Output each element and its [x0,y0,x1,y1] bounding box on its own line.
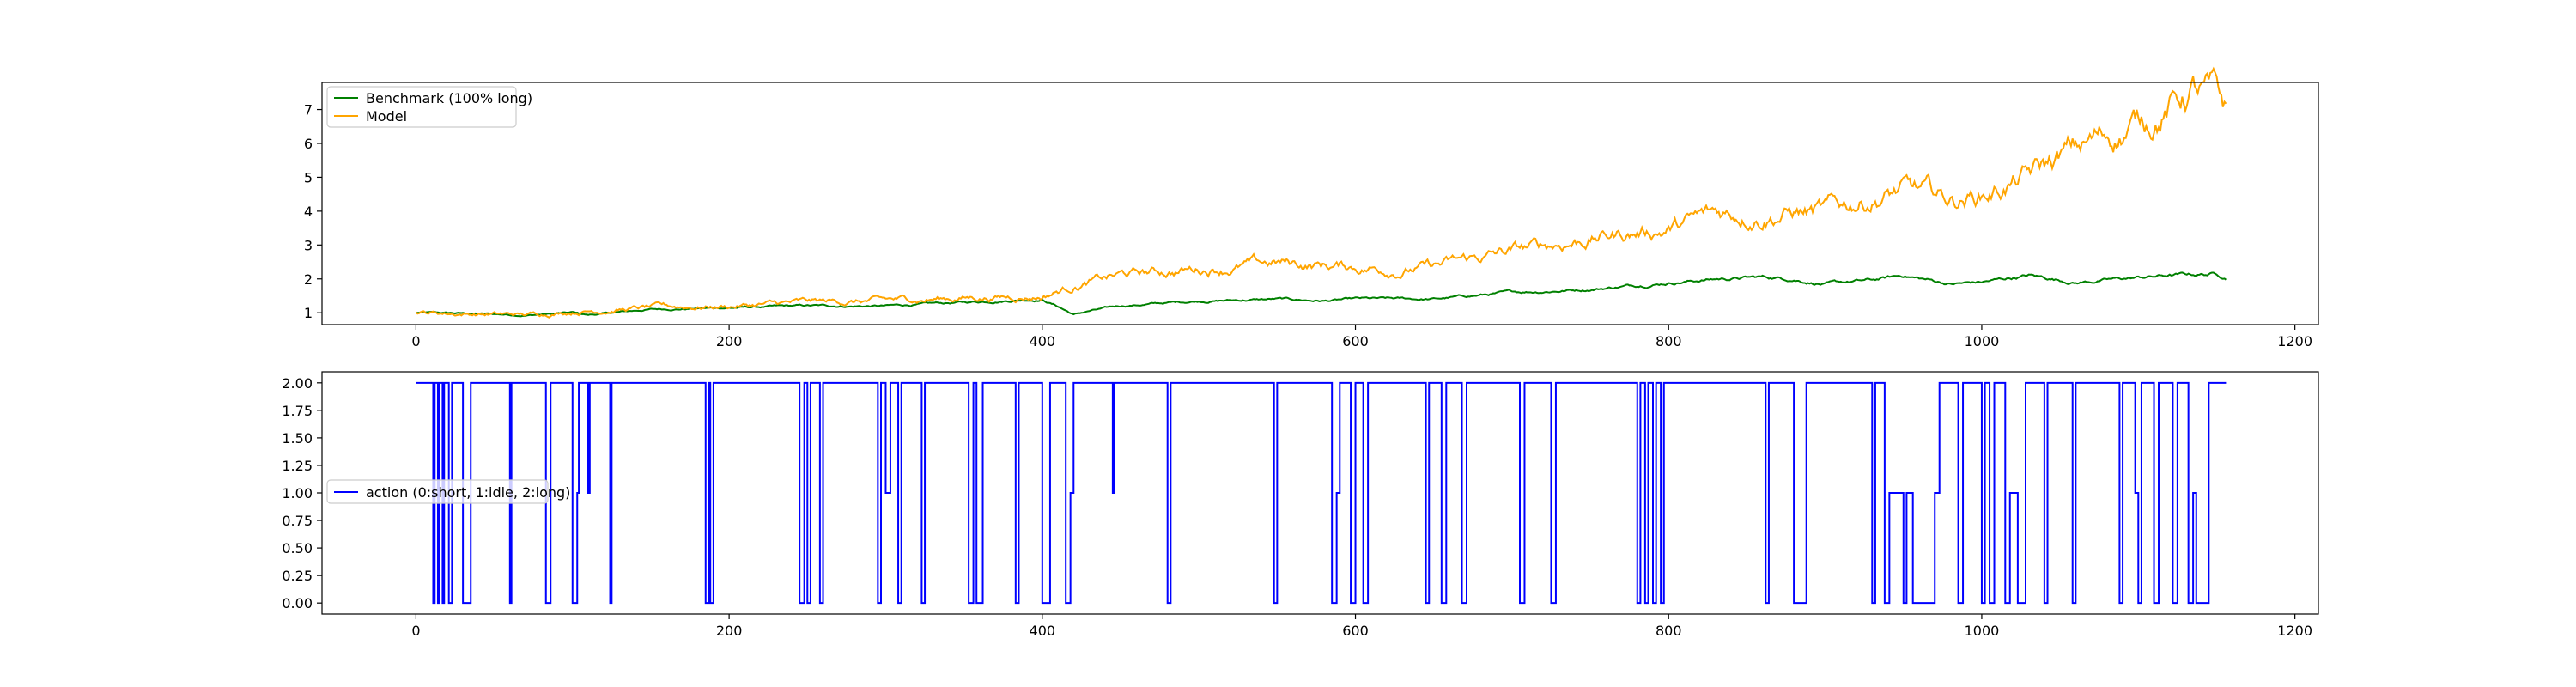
action-y-tick-label: 0.25 [282,568,313,584]
action-x-tick-label: 200 [716,623,743,639]
action-x-tick-label: 400 [1030,623,1056,639]
price-x-axis: 0 200 400 600 800 1000 1200 [411,325,2312,350]
price-series-group [415,66,2227,319]
action-y-tick-label: 1.25 [282,458,313,474]
action-x-tick-label: 0 [411,623,420,639]
price-y-tick-label: 2 [304,271,313,288]
price-y-tick-label: 3 [304,237,313,253]
action-y-tick-label: 0.50 [282,540,313,556]
price-y-tick-label: 5 [304,169,313,185]
action-y-tick-label: 0.00 [282,595,313,611]
price-x-tick-label: 1000 [1965,333,2000,350]
price-y-tick-label: 6 [304,136,313,152]
action-x-tick-label: 800 [1656,623,1682,639]
legend-label-action: action (0:short, 1:idle, 2:long) [366,484,570,501]
price-y-axis: 1 2 3 4 5 6 7 [304,102,322,321]
action-legend: action (0:short, 1:idle, 2:long) [326,479,570,504]
price-y-tick-label: 7 [304,102,313,119]
price-legend: Benchmark (100% long) Model [326,86,532,128]
action-y-tick-label: 0.75 [282,513,313,529]
legend-label-model: Model [366,108,407,125]
action-y-tick-label: 1.75 [282,403,313,419]
action-x-axis: 0 200 400 600 800 1000 1200 [411,614,2312,639]
action-x-tick-label: 600 [1342,623,1369,639]
action-chart-panel: 0 200 400 600 800 1000 1200 0.00 0.25 0.50 0.75 1.… [282,371,2319,639]
action-line [416,381,2227,605]
price-x-tick-label: 400 [1030,333,1056,350]
price-x-tick-label: 0 [411,333,420,350]
action-series-group [416,381,2227,605]
price-y-tick-label: 4 [304,204,313,220]
action-x-tick-label: 1200 [2277,623,2312,639]
price-x-tick-label: 600 [1342,333,1369,350]
price-x-tick-label: 800 [1656,333,1682,350]
action-y-axis: 0.00 0.25 0.50 0.75 1.00 1.25 1.50 1.75 2.00 [282,375,322,611]
price-x-tick-label: 200 [716,333,743,350]
price-x-tick-label: 1200 [2277,333,2312,350]
price-chart-frame [321,82,2319,325]
action-x-tick-label: 1000 [1965,623,2000,639]
price-chart-panel: 0 200 400 600 800 1000 1200 1 2 3 4 5 6 7 Benchmark … [304,66,2319,350]
price-y-tick-label: 1 [304,305,313,321]
price-legend-box [326,86,517,128]
action-y-tick-label: 1.50 [282,430,313,447]
model-line [415,66,2227,319]
action-y-tick-label: 2.00 [282,375,313,392]
action-y-tick-label: 1.00 [282,485,313,502]
action-legend-box [326,479,549,504]
legend-label-benchmark: Benchmark (100% long) [366,90,532,106]
